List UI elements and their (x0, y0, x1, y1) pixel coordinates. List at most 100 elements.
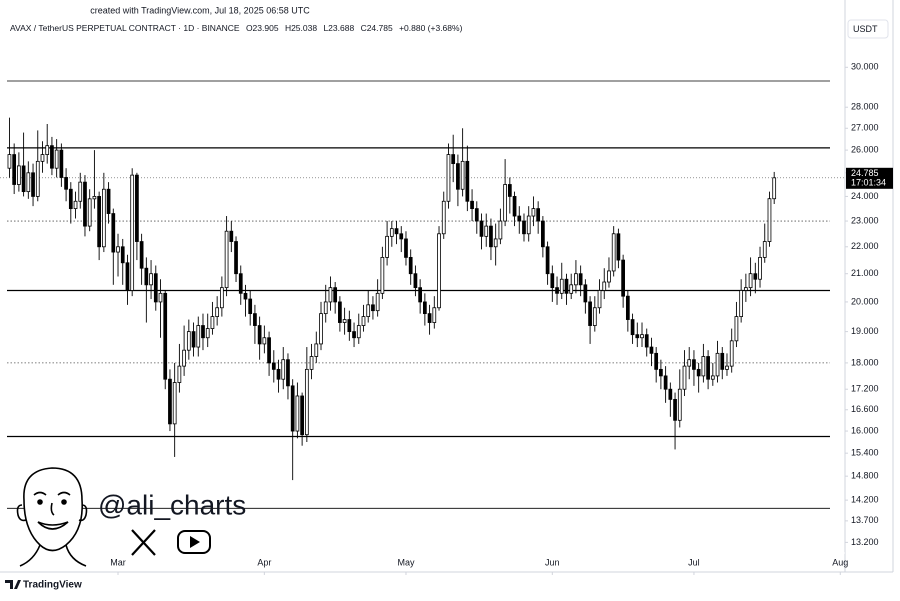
y-tick-label: 21.000 (851, 268, 879, 278)
candle-body (271, 362, 276, 370)
candle-body (356, 325, 361, 339)
candle-body (649, 346, 654, 354)
candle-body (158, 292, 163, 303)
candle-body (210, 316, 215, 329)
candle-body (243, 292, 248, 300)
candle-body (758, 256, 762, 280)
candle-body (550, 273, 555, 289)
candle-body (309, 356, 314, 370)
candle-body (526, 215, 531, 235)
candle-body (583, 284, 588, 303)
candle-body (559, 278, 564, 294)
candle-body (522, 220, 526, 235)
candle-body (328, 287, 333, 303)
candle-body (725, 365, 729, 370)
candle-body (715, 352, 720, 377)
y-tick-label: 20.000 (851, 296, 879, 306)
candle-body (701, 356, 706, 377)
candle-body (564, 278, 569, 294)
candle-body (111, 213, 116, 253)
y-tick-label: 16.600 (851, 404, 879, 414)
candle-body (64, 177, 68, 190)
candle-body (441, 200, 446, 235)
candle-body (92, 196, 97, 200)
candle-body (739, 290, 744, 317)
candle-body (106, 188, 111, 214)
y-tick-label: 17.200 (851, 384, 879, 394)
candle-body (144, 267, 149, 286)
candle-body (470, 200, 474, 210)
candle-body (172, 382, 177, 425)
candle-body (248, 298, 253, 315)
candle-body (592, 307, 597, 326)
candle-body (333, 287, 338, 303)
candle-body (489, 225, 493, 248)
candle-body (654, 352, 659, 370)
candle-body (116, 246, 120, 253)
candle-body (12, 154, 17, 185)
x-tick-label: Jul (688, 557, 700, 567)
last-price-tag (846, 167, 893, 189)
candle-body (220, 287, 224, 309)
candle-body (422, 301, 427, 315)
candle-body (498, 220, 503, 240)
candle-body (663, 375, 668, 390)
candle-body (437, 233, 441, 309)
y-tick-label: 28.000 (851, 102, 879, 112)
candle-body (569, 284, 574, 294)
x-tick-label: Jun (545, 557, 560, 567)
candle-body (507, 184, 512, 197)
candle-body (574, 273, 578, 286)
candle-body (682, 365, 687, 390)
candle-body (276, 368, 281, 380)
candle-body (531, 208, 536, 217)
candle-body (588, 301, 592, 326)
candle-body (446, 154, 451, 202)
candle-body (182, 349, 186, 367)
candle-body (607, 270, 611, 283)
y-tick-label: 26.000 (851, 144, 879, 154)
candle-body (191, 331, 196, 348)
candle-body (720, 352, 725, 370)
candle-body (205, 328, 210, 339)
watermark-handle: @ali_charts (98, 489, 246, 520)
candle-body (168, 378, 172, 425)
y-tick-label: 27.000 (851, 123, 879, 133)
candle-body (323, 301, 328, 315)
y-tick-label: 19.000 (851, 326, 879, 336)
candle-body (479, 220, 484, 237)
y-tick-label: 30.000 (851, 62, 879, 72)
candle-body (729, 340, 734, 367)
candle-body (253, 313, 257, 326)
candle-body (186, 331, 191, 351)
candle-body (163, 292, 168, 380)
candle-body (611, 233, 616, 272)
candle-body (338, 301, 342, 323)
candle-body (578, 273, 583, 286)
candle-body (35, 160, 40, 197)
youtube-logo (177, 530, 211, 554)
candle-body (640, 334, 644, 339)
candle-body (456, 163, 460, 190)
y-tick-label: 15.400 (851, 448, 879, 458)
low-value: L23.688 (323, 23, 354, 33)
candle-body (304, 368, 309, 436)
candle-body (706, 356, 710, 380)
symbol-title: AVAX / TetherUS PERPETUAL CONTRACT · 1D … (10, 23, 240, 33)
x-tick-label: Aug (832, 557, 848, 567)
y-tick-label: 14.200 (851, 494, 879, 504)
candle-body (389, 228, 394, 237)
candle-body (40, 154, 45, 162)
high-value: H25.038 (285, 23, 317, 33)
candle-body (7, 154, 12, 169)
candle-body (602, 281, 607, 291)
currency-box[interactable] (847, 19, 889, 39)
candle-body (541, 220, 545, 248)
candle-body (474, 208, 479, 222)
legend-line: AVAX / TetherUS PERPETUAL CONTRACT · 1D … (10, 23, 463, 33)
candle-body (120, 246, 125, 264)
brand: TradingView (23, 580, 82, 591)
candle-body (545, 246, 550, 275)
currency[interactable]: USDT (853, 24, 878, 34)
